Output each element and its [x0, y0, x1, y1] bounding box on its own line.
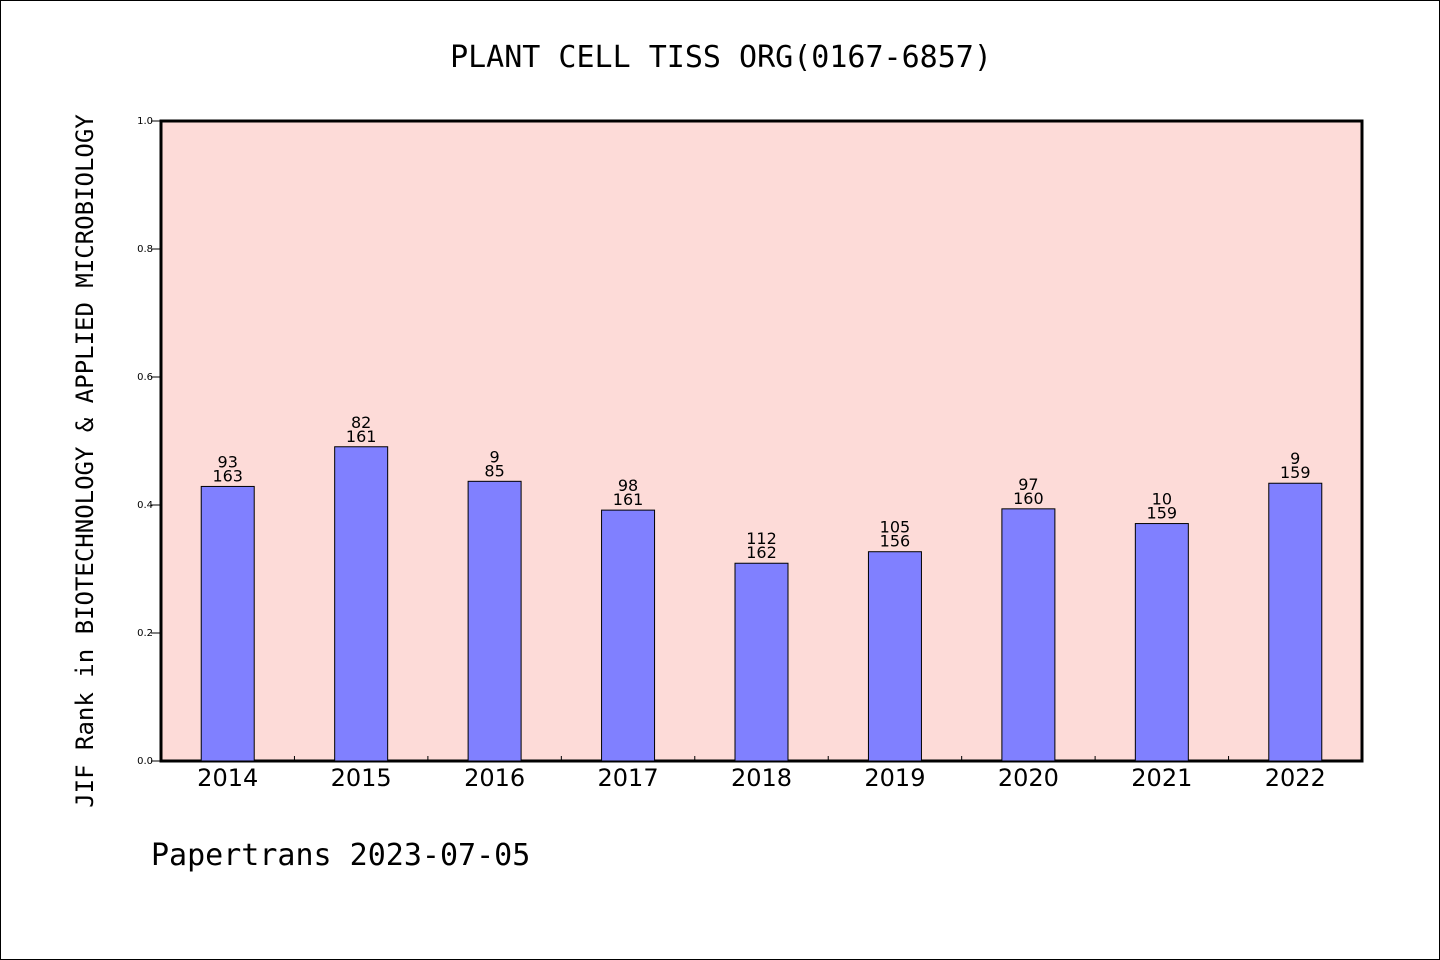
x-tick-label: 2020: [998, 764, 1059, 792]
bar-2018: [734, 562, 789, 762]
bar-total-label: 162: [746, 543, 777, 562]
y-tick-label: 1.0: [137, 116, 153, 127]
bar-total-label: 161: [346, 427, 377, 446]
bar-total-label: 156: [880, 532, 911, 551]
bar-total-label: 163: [212, 466, 243, 485]
x-tick-label: 2021: [1131, 764, 1192, 792]
bar-rank-label: 98: [618, 476, 638, 495]
x-tick-label: 2016: [464, 764, 525, 792]
bar-total-label: 160: [1013, 489, 1044, 508]
y-tick-label: 0.0: [137, 756, 153, 767]
x-tick-label: 2019: [864, 764, 925, 792]
bar-rank-label: 82: [351, 413, 371, 432]
bar-2014: [200, 485, 255, 762]
x-tick-label: 2015: [331, 764, 392, 792]
bar-rank-label: 112: [746, 529, 777, 548]
x-tick-label: 2014: [197, 764, 258, 792]
x-axis-ticks: 2014 2015 2016 2017 2018 2019 2020 2021 2022: [197, 756, 1326, 792]
bar-rank-label: 10: [1152, 490, 1172, 509]
bar-2020: [1001, 508, 1056, 762]
bar-rank-label: 9: [490, 447, 500, 466]
bar-2015: [334, 446, 389, 762]
bar-total-label: 85: [484, 461, 504, 480]
y-tick-label: 0.8: [137, 244, 153, 255]
y-tick-label: 0.4: [137, 500, 153, 511]
chart-title: PLANT CELL TISS ORG(0167-6857): [450, 40, 992, 75]
y-axis-ticks: 0.0 0.2 0.4 0.6 0.8 1.0: [137, 116, 161, 767]
footer-watermark: Papertrans 2023-07-05: [151, 838, 530, 873]
bar-2021: [1134, 523, 1189, 762]
bar-rank-label: 105: [880, 518, 911, 537]
bar-total-label: 159: [1280, 463, 1311, 482]
bar-2022: [1268, 482, 1323, 762]
bar-total-label: 161: [613, 490, 644, 509]
x-tick-label: 2018: [731, 764, 792, 792]
y-tick-label: 0.6: [137, 372, 153, 383]
y-tick-label: 0.2: [137, 628, 153, 639]
bar-rank-label: 9: [1290, 449, 1300, 468]
y-axis-label: JIF Rank in BIOTECHNOLOGY & APPLIED MICR…: [71, 114, 99, 808]
bar-total-label: 159: [1147, 504, 1178, 523]
bars: [200, 446, 1323, 762]
bar-rank-label: 97: [1018, 475, 1038, 494]
bar-2017: [601, 509, 656, 762]
bar-2016: [467, 480, 522, 762]
x-tick-label: 2017: [598, 764, 659, 792]
x-tick-label: 2022: [1265, 764, 1326, 792]
bar-2019: [867, 551, 922, 762]
bar-rank-label: 93: [218, 452, 238, 471]
